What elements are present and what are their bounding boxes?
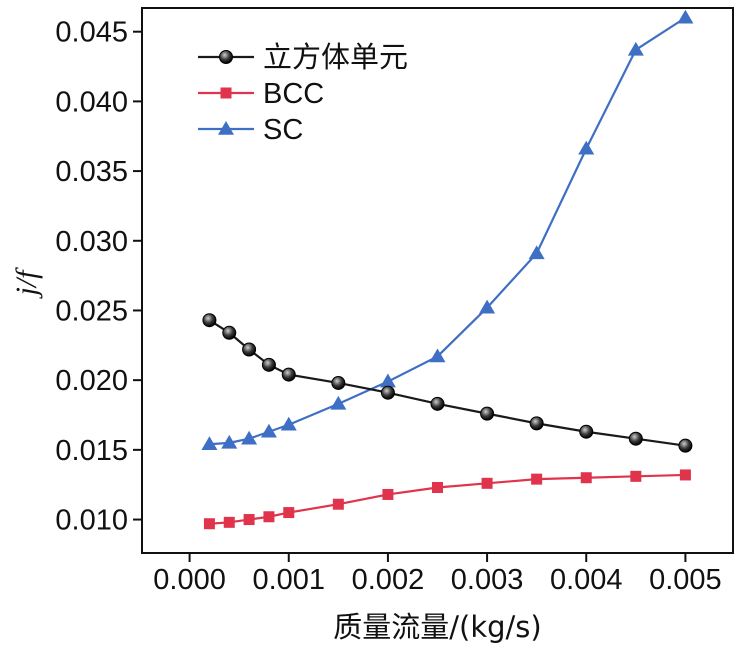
data-point — [628, 431, 643, 446]
data-point — [243, 514, 255, 526]
legend-marker — [219, 50, 233, 64]
data-point — [332, 498, 344, 510]
y-tick-label: 0.045 — [55, 17, 128, 49]
axis-ticks: 0.000 0.001 0.002 0.003 0.004 0.005 0.010 0.015… — [55, 17, 721, 596]
x-tick-label: 0.001 — [252, 564, 325, 596]
y-tick-label: 0.040 — [55, 86, 128, 118]
series-square — [203, 469, 691, 530]
data-point — [531, 473, 543, 485]
data-point — [280, 416, 297, 431]
legend-marker — [218, 121, 234, 135]
data-point — [221, 434, 238, 449]
data-point — [260, 423, 277, 438]
legend-label: 立方体单元 — [263, 41, 408, 74]
data-point — [222, 325, 237, 340]
legend-entry: 立方体单元 — [198, 41, 408, 74]
x-tick-label: 0.002 — [352, 564, 425, 596]
x-tick-label: 0.000 — [153, 564, 226, 596]
data-point — [380, 385, 395, 400]
data-point — [201, 436, 218, 451]
data-series — [201, 9, 694, 530]
legend-entry: SC — [198, 114, 303, 146]
plot-frame — [141, 7, 734, 554]
data-point — [283, 507, 295, 519]
legend-entry: BCC — [198, 78, 324, 110]
y-tick-label: 0.030 — [55, 226, 128, 258]
data-point — [382, 488, 394, 500]
x-axis-title: 质量流量/(kg/s) — [333, 610, 541, 644]
legend-label: SC — [263, 114, 303, 146]
y-axis-title: j/f — [10, 267, 43, 300]
data-point — [678, 438, 693, 453]
data-point — [330, 395, 347, 410]
data-point — [432, 481, 443, 493]
data-point — [677, 9, 694, 24]
data-point — [203, 518, 215, 530]
data-point — [281, 367, 296, 382]
x-tick-label: 0.004 — [550, 564, 623, 596]
data-point — [630, 470, 642, 482]
data-point — [479, 299, 496, 314]
series-circle — [202, 313, 693, 453]
legend-label: BCC — [263, 78, 324, 110]
series-line — [209, 473, 686, 525]
data-point — [430, 396, 445, 411]
data-point — [529, 416, 544, 431]
legend: 立方体单元 BCC SC — [198, 41, 408, 146]
x-tick-label: 0.005 — [649, 564, 722, 596]
data-point — [379, 373, 396, 388]
data-point — [241, 430, 258, 445]
data-point — [580, 472, 592, 484]
data-point — [261, 357, 276, 372]
data-point — [223, 516, 235, 528]
data-point — [579, 424, 594, 439]
y-tick-label: 0.015 — [55, 435, 128, 467]
data-point — [481, 477, 493, 489]
data-point — [429, 348, 446, 363]
data-point — [242, 342, 257, 357]
data-point — [627, 41, 644, 56]
data-point — [578, 140, 595, 155]
data-point — [331, 375, 346, 390]
x-tick-label: 0.003 — [451, 564, 524, 596]
y-tick-label: 0.020 — [55, 365, 128, 397]
y-tick-label: 0.035 — [55, 156, 128, 188]
data-point — [263, 511, 275, 523]
legend-marker — [220, 87, 232, 99]
data-point — [528, 245, 545, 260]
data-point — [480, 406, 495, 421]
series-triangle — [201, 9, 694, 451]
data-point — [679, 469, 691, 481]
y-tick-label: 0.010 — [55, 505, 128, 537]
data-point — [202, 313, 217, 328]
y-tick-label: 0.025 — [55, 295, 128, 327]
